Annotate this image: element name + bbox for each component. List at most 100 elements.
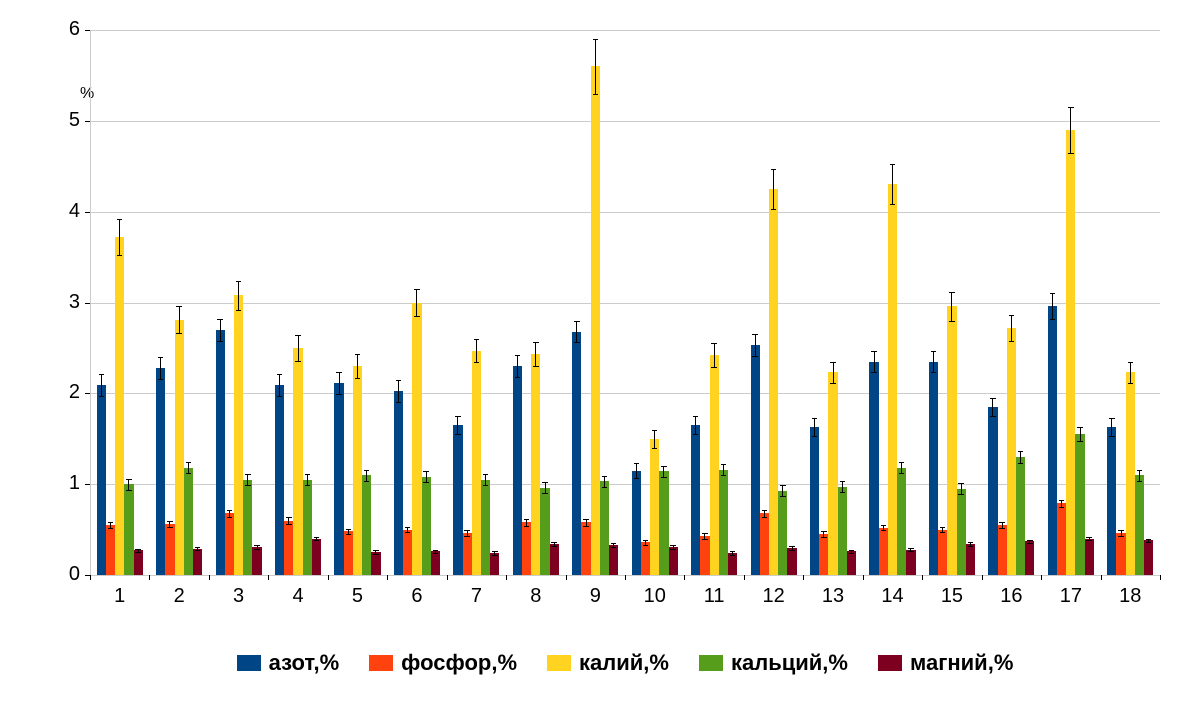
bar xyxy=(490,553,499,575)
error-cap xyxy=(295,335,301,336)
error-bar xyxy=(517,355,518,377)
error-bar xyxy=(764,510,765,517)
bar xyxy=(1116,533,1125,575)
error-bar xyxy=(636,463,637,478)
error-cap xyxy=(711,343,717,344)
bar xyxy=(700,536,709,575)
error-cap xyxy=(693,434,699,435)
error-cap xyxy=(551,546,557,547)
x-tick-label: 10 xyxy=(625,585,684,608)
error-cap xyxy=(574,342,580,343)
error-bar xyxy=(663,466,664,477)
error-bar xyxy=(654,430,655,448)
bar xyxy=(353,366,362,575)
error-cap xyxy=(195,550,201,551)
bar xyxy=(988,407,997,575)
bar xyxy=(966,544,975,575)
error-cap xyxy=(355,354,361,355)
error-cap xyxy=(730,551,736,552)
error-cap xyxy=(812,418,818,419)
bar xyxy=(362,475,371,575)
error-cap xyxy=(908,551,914,552)
error-cap xyxy=(1137,470,1143,471)
x-tick-mark xyxy=(1160,575,1161,580)
bar xyxy=(600,481,609,575)
bar xyxy=(929,362,938,575)
error-cap xyxy=(661,466,667,467)
error-cap xyxy=(990,398,996,399)
error-bar xyxy=(604,476,605,487)
error-cap xyxy=(314,540,320,541)
bar xyxy=(769,189,778,575)
error-cap xyxy=(881,525,887,526)
bar xyxy=(728,553,737,575)
bar xyxy=(243,480,252,575)
error-cap xyxy=(990,416,996,417)
error-cap xyxy=(254,545,260,546)
bar xyxy=(847,551,856,575)
x-tick-mark xyxy=(209,575,210,580)
error-cap xyxy=(821,537,827,538)
error-cap xyxy=(670,545,676,546)
error-cap xyxy=(1137,481,1143,482)
bar xyxy=(165,524,174,575)
bar xyxy=(778,491,787,575)
bar xyxy=(275,385,284,575)
x-tick-label: 18 xyxy=(1101,585,1160,608)
error-cap xyxy=(117,219,123,220)
error-cap xyxy=(752,334,758,335)
error-cap xyxy=(890,164,896,165)
x-tick-label: 3 xyxy=(209,585,268,608)
legend: азот,%фосфор,%калий,%кальций,%магний,% xyxy=(90,650,1160,676)
x-tick-label: 9 xyxy=(566,585,625,608)
bar xyxy=(134,550,143,575)
error-cap xyxy=(336,372,342,373)
error-cap xyxy=(245,485,251,486)
error-cap xyxy=(593,39,599,40)
x-tick-label: 5 xyxy=(328,585,387,608)
error-cap xyxy=(1128,362,1134,363)
error-cap xyxy=(135,549,141,550)
bar xyxy=(710,355,719,575)
error-cap xyxy=(99,374,105,375)
bar xyxy=(609,545,618,575)
error-cap xyxy=(1050,319,1056,320)
x-tick-label: 13 xyxy=(803,585,862,608)
bar xyxy=(431,551,440,575)
bar xyxy=(412,303,421,576)
error-cap xyxy=(277,374,283,375)
bar xyxy=(106,525,115,575)
x-tick-label: 1 xyxy=(90,585,149,608)
error-cap xyxy=(515,377,521,378)
x-tick-label: 11 xyxy=(684,585,743,608)
gridline xyxy=(90,30,1160,31)
error-cap xyxy=(958,494,964,495)
bar xyxy=(513,366,522,575)
error-cap xyxy=(1109,418,1115,419)
error-cap xyxy=(355,378,361,379)
error-cap xyxy=(1077,441,1083,442)
error-cap xyxy=(433,550,439,551)
legend-swatch xyxy=(237,655,261,671)
bar xyxy=(472,351,481,575)
bar xyxy=(1126,372,1135,575)
legend-item: магний,% xyxy=(878,650,1013,676)
error-cap xyxy=(652,430,658,431)
error-bar xyxy=(279,374,280,396)
error-cap xyxy=(455,416,461,417)
error-cap xyxy=(305,474,311,475)
error-cap xyxy=(1118,530,1124,531)
x-tick-mark xyxy=(625,575,626,580)
error-cap xyxy=(702,539,708,540)
y-axis-label: % xyxy=(80,85,94,103)
error-cap xyxy=(771,209,777,210)
error-cap xyxy=(423,482,429,483)
error-cap xyxy=(899,473,905,474)
error-bar xyxy=(1111,418,1112,436)
error-bar xyxy=(288,517,289,524)
x-tick-mark xyxy=(1101,575,1102,580)
error-bar xyxy=(1130,362,1131,384)
legend-item: азот,% xyxy=(237,650,340,676)
error-cap xyxy=(305,485,311,486)
error-cap xyxy=(542,493,548,494)
